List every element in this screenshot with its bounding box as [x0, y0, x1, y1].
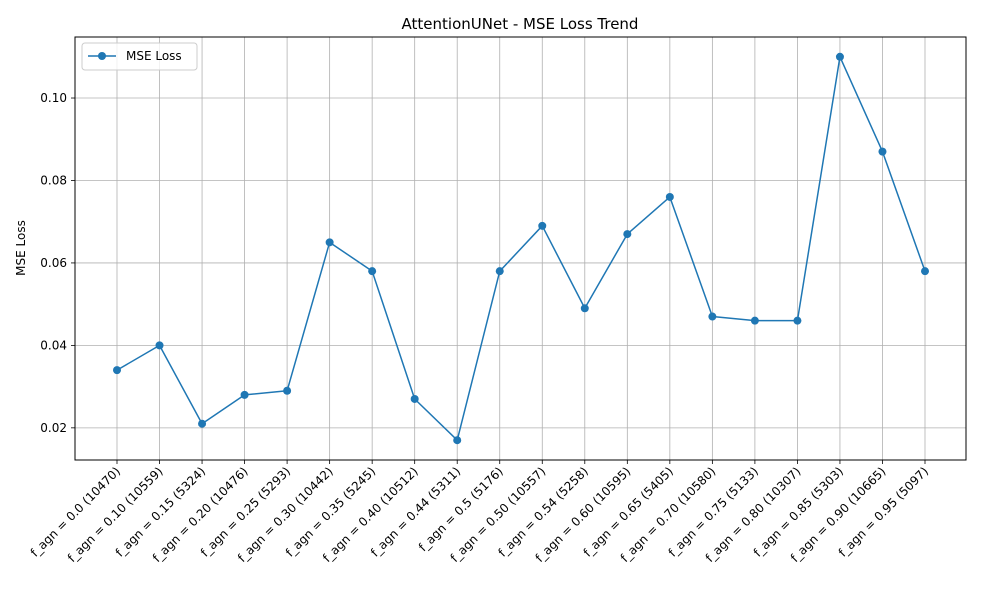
data-point	[325, 238, 334, 247]
data-series	[113, 52, 929, 445]
y-tick-label: 0.02	[40, 421, 67, 435]
grid	[75, 37, 966, 460]
y-tick-label: 0.10	[40, 91, 67, 105]
data-point	[878, 147, 887, 156]
data-point	[665, 192, 674, 201]
data-point	[453, 436, 462, 445]
data-point	[283, 386, 292, 395]
chart-title: AttentionUNet - MSE Loss Trend	[402, 15, 639, 33]
data-point	[495, 267, 504, 276]
data-point	[240, 390, 249, 399]
data-point	[921, 267, 929, 276]
data-point	[198, 419, 207, 428]
data-point	[835, 52, 844, 61]
data-point	[113, 366, 121, 375]
data-point	[793, 316, 802, 325]
y-tick-label: 0.06	[40, 256, 67, 270]
legend-box	[81, 42, 198, 71]
data-point	[708, 312, 717, 321]
y-axis-label: MSE Loss	[14, 220, 28, 276]
legend: MSE Loss	[81, 42, 198, 71]
data-point	[538, 221, 547, 230]
data-point	[410, 394, 419, 403]
data-point	[155, 341, 164, 350]
legend-marker-swatch	[98, 52, 106, 60]
data-point	[623, 230, 632, 239]
data-point	[580, 304, 589, 313]
plot-frame	[74, 36, 967, 461]
y-tick-label: 0.04	[40, 338, 67, 352]
data-point	[368, 267, 377, 276]
series-line	[116, 56, 926, 441]
legend-label: MSE Loss	[126, 49, 182, 63]
y-axis: 0.02 0.04 0.06 0.08 0.10	[40, 91, 75, 435]
data-point	[750, 316, 759, 325]
y-tick-label: 0.08	[40, 173, 67, 187]
